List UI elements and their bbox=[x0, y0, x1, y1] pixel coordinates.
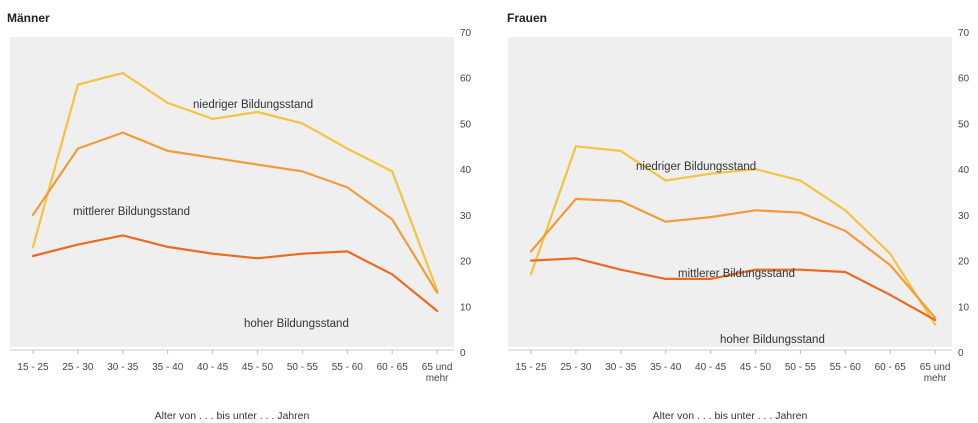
chart-panel-frauen: Frauen Alter von . . . bis unter . . . J… bbox=[507, 11, 970, 422]
x-tick-label: 45 - 50 bbox=[242, 362, 274, 373]
x-tick-label: 65 und mehr bbox=[920, 362, 951, 384]
x-tick-label: 35 - 40 bbox=[650, 362, 682, 373]
y-tick-label: 60 bbox=[460, 74, 472, 85]
series-line-0 bbox=[529, 145, 937, 326]
y-tick-label: 10 bbox=[958, 302, 970, 313]
x-axis-label: Alter von . . . bis unter . . . Jahren bbox=[155, 410, 310, 422]
x-tick-label: 60 - 65 bbox=[875, 362, 907, 373]
series-label: hoher Bildungsstand bbox=[720, 334, 825, 346]
series-line-1 bbox=[31, 131, 439, 294]
series-line-2 bbox=[31, 234, 439, 312]
series-label: niedriger Bildungsstand bbox=[636, 161, 756, 173]
x-tick-label: 40 - 45 bbox=[197, 362, 229, 373]
x-tick-label: 50 - 55 bbox=[785, 362, 817, 373]
series-line-1 bbox=[529, 197, 937, 319]
y-tick-label: 40 bbox=[958, 165, 970, 176]
y-tick-label: 10 bbox=[460, 302, 472, 313]
x-tick-label: 65 und mehr bbox=[422, 362, 453, 384]
y-tick-label: 30 bbox=[958, 211, 970, 222]
x-tick-label: 55 - 60 bbox=[332, 362, 364, 373]
chart-title: Frauen bbox=[507, 11, 547, 25]
x-tick-label: 50 - 55 bbox=[287, 362, 319, 373]
x-tick-label: 25 - 30 bbox=[560, 362, 592, 373]
x-tick-label: 45 - 50 bbox=[740, 362, 772, 373]
x-tick-label: 60 - 65 bbox=[377, 362, 409, 373]
plot-background bbox=[10, 37, 454, 347]
y-tick-label: 20 bbox=[958, 257, 970, 268]
y-tick-label: 30 bbox=[460, 211, 472, 222]
y-tick-label: 40 bbox=[460, 165, 472, 176]
series-line-0 bbox=[31, 71, 439, 292]
x-tick-label: 25 - 30 bbox=[62, 362, 94, 373]
y-tick-label: 0 bbox=[460, 348, 466, 359]
series-label: hoher Bildungsstand bbox=[244, 318, 349, 330]
y-tick-label: 50 bbox=[460, 119, 472, 130]
x-axis-label: Alter von . . . bis unter . . . Jahren bbox=[653, 410, 808, 422]
y-tick-label: 60 bbox=[958, 74, 970, 85]
series-label: niedriger Bildungsstand bbox=[193, 99, 313, 111]
y-tick-label: 70 bbox=[460, 28, 472, 39]
plot-background bbox=[508, 37, 952, 347]
series-label: mittlerer Bildungsstand bbox=[73, 206, 190, 218]
y-tick-label: 50 bbox=[958, 119, 970, 130]
chart-panel-maenner: Männer Alter von . . . bis unter . . . J… bbox=[7, 11, 472, 422]
chart-title: Männer bbox=[7, 11, 50, 25]
series-label: mittlerer Bildungsstand bbox=[678, 268, 795, 280]
x-tick-label: 15 - 25 bbox=[17, 362, 49, 373]
y-tick-label: 70 bbox=[958, 28, 970, 39]
x-tick-label: 55 - 60 bbox=[830, 362, 862, 373]
x-tick-label: 30 - 35 bbox=[605, 362, 637, 373]
x-tick-label: 15 - 25 bbox=[515, 362, 547, 373]
y-tick-label: 20 bbox=[460, 257, 472, 268]
series-line-2 bbox=[529, 257, 937, 322]
y-tick-label: 0 bbox=[958, 348, 964, 359]
x-tick-label: 40 - 45 bbox=[695, 362, 727, 373]
x-tick-label: 30 - 35 bbox=[107, 362, 139, 373]
x-tick-label: 35 - 40 bbox=[152, 362, 184, 373]
